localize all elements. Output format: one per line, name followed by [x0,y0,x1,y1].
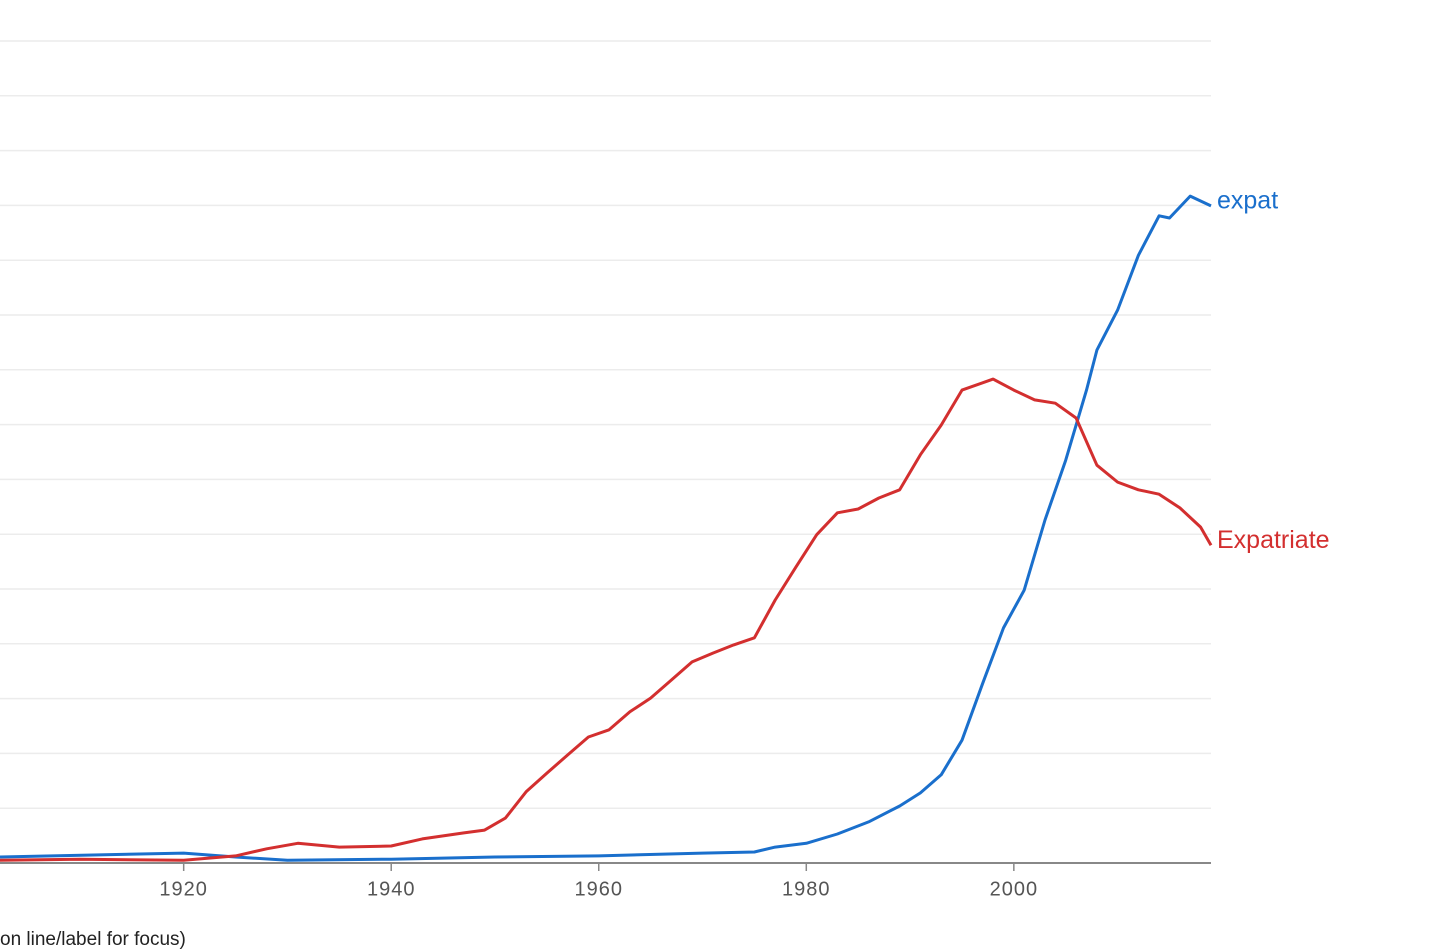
x-tick-label: 1980 [782,878,831,900]
x-tick-label: 1920 [159,878,208,900]
series-label[interactable]: Expatriate [1217,526,1330,554]
series-line[interactable] [0,377,1213,862]
x-tick-label: 1940 [367,878,416,900]
x-tick-label: 2000 [990,878,1039,900]
series-line[interactable] [0,194,1212,862]
series-label[interactable]: expat [1217,187,1278,215]
x-tick-label: 1960 [575,878,624,900]
footnote: on line/label for focus) [0,929,186,950]
